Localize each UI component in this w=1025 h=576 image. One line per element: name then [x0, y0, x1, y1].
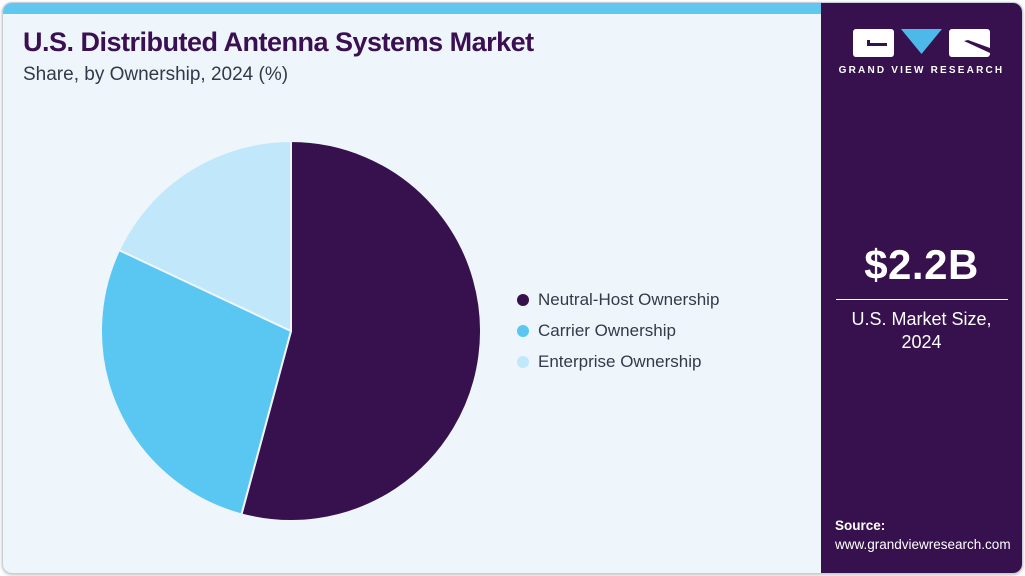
accent-top-bar	[3, 3, 822, 14]
pie-chart-svg	[100, 140, 482, 522]
pie-slice-enterprise-ownership	[118, 140, 292, 332]
source-url[interactable]: www.grandviewresearch.com	[835, 537, 1011, 553]
gvr-logo: GRAND VIEW RESEARCH	[821, 28, 1022, 76]
market-size-label-line1: U.S. Market Size,	[851, 309, 992, 329]
source-block: Source: www.grandviewresearch.com	[835, 516, 1011, 555]
brand-sidebar: GRAND VIEW RESEARCH $2.2B U.S. Market Si…	[821, 3, 1022, 573]
pie-slice-neutral-host-ownership	[240, 140, 482, 522]
market-size-label-line2: 2024	[901, 332, 942, 353]
gvr-logo-icon	[852, 29, 990, 57]
pie-chart	[99, 139, 483, 523]
divider	[835, 299, 1008, 300]
legend-item-enterprise: Enterprise Ownership	[517, 351, 719, 373]
gvr-logo-wordmark: GRAND VIEW RESEARCH	[838, 65, 1005, 76]
legend-label: Enterprise Ownership	[538, 352, 702, 371]
source-label: Source:	[835, 517, 886, 533]
chart-legend: Neutral-Host Ownership Carrier Ownership…	[517, 289, 719, 382]
legend-label: Neutral-Host Ownership	[538, 290, 720, 309]
chart-header: U.S. Distributed Antenna Systems Market …	[23, 27, 534, 86]
page-subtitle: Share, by Ownership, 2024 (%)	[23, 64, 289, 85]
legend-item-neutral-host: Neutral-Host Ownership	[517, 289, 719, 311]
pie-slice-carrier-ownership	[100, 249, 292, 516]
market-size-value: $2.2B	[864, 241, 979, 288]
legend-dot-icon	[517, 325, 529, 337]
market-size-label: U.S. Market Size, 2024	[821, 308, 1022, 355]
legend-label: Carrier Ownership	[538, 321, 676, 340]
market-size-block: $2.2B U.S. Market Size, 2024	[821, 241, 1022, 355]
legend-dot-icon	[517, 356, 529, 368]
page-title: U.S. Distributed Antenna Systems Market	[23, 27, 534, 57]
legend-dot-icon	[517, 294, 529, 306]
legend-item-carrier: Carrier Ownership	[517, 320, 719, 342]
